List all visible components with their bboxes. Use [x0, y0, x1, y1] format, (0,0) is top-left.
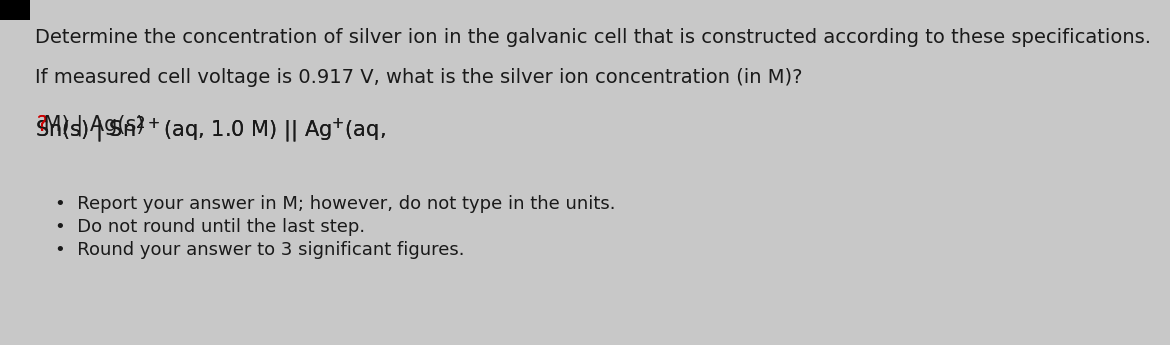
Text: •  Do not round until the last step.: • Do not round until the last step.	[55, 218, 365, 236]
Text: Determine the concentration of silver ion in the galvanic cell that is construct: Determine the concentration of silver io…	[35, 28, 1151, 47]
Text: Sn(s) | Sn$^{2+}$(aq, 1.0 M) || Ag$^{+}$(aq,: Sn(s) | Sn$^{2+}$(aq, 1.0 M) || Ag$^{+}$…	[35, 115, 387, 145]
Text: M) | Ag(s): M) | Ag(s)	[37, 115, 145, 137]
Text: •  Report your answer in M; however, do not type in the units.: • Report your answer in M; however, do n…	[55, 195, 615, 213]
Text: Sn(s) | Sn$^{2+}$(aq, 1.0 M) || Ag$^{+}$(aq,: Sn(s) | Sn$^{2+}$(aq, 1.0 M) || Ag$^{+}$…	[35, 115, 387, 145]
Text: If measured cell voltage is 0.917 V, what is the silver ion concentration (in M): If measured cell voltage is 0.917 V, wha…	[35, 68, 803, 87]
FancyBboxPatch shape	[0, 0, 30, 20]
Text: ?: ?	[36, 115, 47, 135]
Text: ?: ?	[36, 115, 47, 135]
Text: •  Round your answer to 3 significant figures.: • Round your answer to 3 significant fig…	[55, 241, 464, 259]
